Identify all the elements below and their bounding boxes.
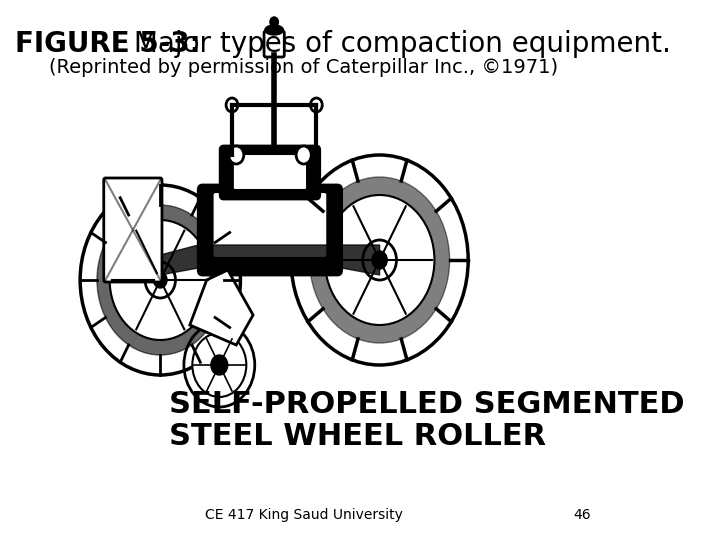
- Polygon shape: [190, 270, 253, 345]
- Circle shape: [296, 146, 311, 164]
- Circle shape: [270, 17, 279, 27]
- FancyBboxPatch shape: [220, 146, 320, 199]
- Circle shape: [145, 262, 176, 298]
- Text: CE 417 King Saud University: CE 417 King Saud University: [204, 508, 402, 522]
- Circle shape: [211, 355, 228, 375]
- FancyBboxPatch shape: [212, 192, 328, 258]
- Circle shape: [310, 98, 323, 112]
- FancyBboxPatch shape: [198, 185, 342, 275]
- FancyBboxPatch shape: [264, 31, 284, 57]
- Circle shape: [229, 146, 244, 164]
- Text: (Reprinted by permission of Caterpillar Inc., ©1971): (Reprinted by permission of Caterpillar …: [49, 58, 558, 77]
- Text: STEEL WHEEL ROLLER: STEEL WHEEL ROLLER: [168, 422, 546, 451]
- Text: FIGURE 5-3:: FIGURE 5-3:: [15, 30, 201, 58]
- Text: Major types of compaction equipment.: Major types of compaction equipment.: [125, 30, 671, 58]
- Circle shape: [109, 220, 211, 340]
- Text: 46: 46: [573, 508, 590, 522]
- Circle shape: [226, 98, 238, 112]
- Circle shape: [363, 240, 397, 280]
- Circle shape: [372, 251, 387, 269]
- Text: SELF-PROPELLED SEGMENTED: SELF-PROPELLED SEGMENTED: [168, 390, 684, 419]
- Circle shape: [192, 333, 246, 397]
- Polygon shape: [161, 245, 379, 275]
- Circle shape: [153, 272, 167, 288]
- Circle shape: [325, 195, 434, 325]
- FancyBboxPatch shape: [104, 178, 162, 282]
- FancyBboxPatch shape: [233, 154, 307, 190]
- Circle shape: [97, 205, 223, 355]
- Ellipse shape: [265, 25, 284, 35]
- Circle shape: [310, 177, 449, 343]
